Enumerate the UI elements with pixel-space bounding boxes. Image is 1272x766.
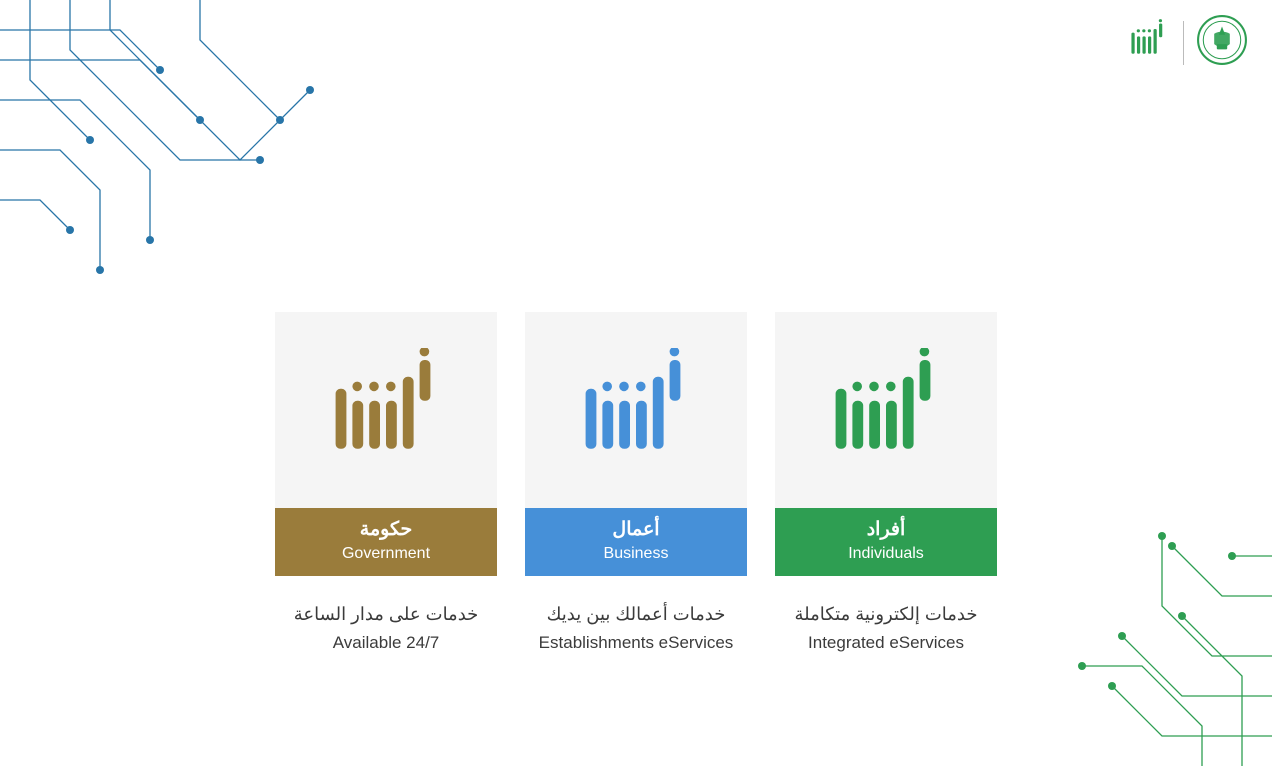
card-government-title-ar: حكومة bbox=[275, 518, 497, 542]
card-individuals-subtitle: خدمات إلكترونية متكاملة Integrated eServ… bbox=[795, 600, 978, 656]
card-business[interactable]: أعمال Business خدمات أعمالك بين يديك Est… bbox=[525, 312, 747, 656]
card-government-title-en: Government bbox=[275, 544, 497, 564]
service-cards-row: حكومة Government خدمات على مدار الساعة A… bbox=[275, 312, 997, 656]
circuit-decoration-br bbox=[1012, 436, 1272, 766]
card-government-sub-en: Available 24/7 bbox=[294, 629, 479, 656]
card-individuals-logo-area bbox=[775, 312, 997, 508]
card-government-logo-area bbox=[275, 312, 497, 508]
absher-logo-business-icon bbox=[576, 348, 696, 473]
card-government-sub-ar: خدمات على مدار الساعة bbox=[294, 600, 479, 629]
header-divider bbox=[1183, 21, 1184, 65]
card-business-sub-ar: خدمات أعمالك بين يديك bbox=[539, 600, 734, 629]
card-individuals-title-en: Individuals bbox=[775, 544, 997, 564]
card-business-subtitle: خدمات أعمالك بين يديك Establishments eSe… bbox=[539, 600, 734, 656]
card-business-sub-en: Establishments eServices bbox=[539, 629, 734, 656]
card-individuals[interactable]: أفراد Individuals خدمات إلكترونية متكامل… bbox=[775, 312, 997, 656]
card-individuals-band: أفراد Individuals bbox=[775, 508, 997, 576]
card-government[interactable]: حكومة Government خدمات على مدار الساعة A… bbox=[275, 312, 497, 656]
moi-emblem-icon bbox=[1196, 14, 1248, 71]
card-business-band: أعمال Business bbox=[525, 508, 747, 576]
header-logos bbox=[1125, 14, 1248, 71]
card-business-logo-area bbox=[525, 312, 747, 508]
card-individuals-sub-ar: خدمات إلكترونية متكاملة bbox=[795, 600, 978, 629]
card-individuals-title-ar: أفراد bbox=[775, 518, 997, 542]
card-individuals-sub-en: Integrated eServices bbox=[795, 629, 978, 656]
absher-logo-government-icon bbox=[326, 348, 446, 473]
card-business-title-ar: أعمال bbox=[525, 518, 747, 542]
circuit-decoration-tl bbox=[0, 0, 420, 330]
absher-logo-individuals-icon bbox=[826, 348, 946, 473]
card-business-title-en: Business bbox=[525, 544, 747, 564]
card-government-subtitle: خدمات على مدار الساعة Available 24/7 bbox=[294, 600, 479, 656]
card-government-band: حكومة Government bbox=[275, 508, 497, 576]
absher-logo-icon bbox=[1125, 17, 1171, 68]
